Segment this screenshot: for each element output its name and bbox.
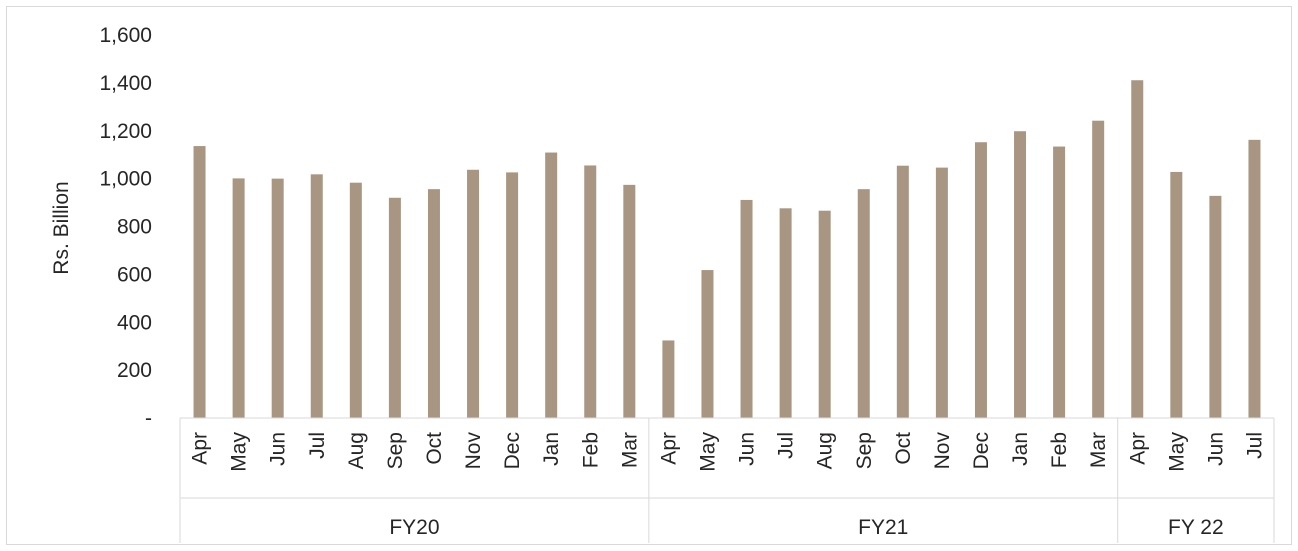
bar — [896, 165, 909, 418]
y-tick-label: 1,000 — [99, 168, 152, 191]
bar — [467, 169, 480, 418]
bar — [779, 208, 792, 418]
x-tick-label: Oct — [423, 432, 446, 465]
x-tick-label: Jun — [736, 432, 759, 466]
bar — [623, 184, 636, 418]
group-label: FY20 — [389, 516, 439, 539]
bar — [545, 152, 558, 418]
x-tick-label: Apr — [657, 432, 680, 465]
x-tick-label: Jul — [775, 432, 798, 459]
bar — [506, 172, 519, 418]
x-tick-label: Jul — [306, 432, 329, 459]
x-tick-label: Jul — [1243, 432, 1266, 459]
y-tick-label: 600 — [117, 263, 152, 286]
x-tick-label: Mar — [618, 432, 641, 468]
bar — [701, 270, 714, 418]
x-tick-label: Jan — [1009, 432, 1032, 466]
bar — [1092, 120, 1105, 418]
bar — [1170, 171, 1183, 418]
x-tick-label: Oct — [892, 432, 915, 465]
y-tick-label: 1,600 — [99, 24, 152, 47]
bar — [388, 197, 401, 418]
bar — [857, 189, 870, 418]
x-axis: Apr May Jun Jul Aug Sep Oct Nov Dec Jan Feb Mar Apr M… — [179, 417, 1275, 543]
bar — [1209, 195, 1222, 418]
y-axis-label: Rs. Billion — [50, 181, 73, 274]
bar — [662, 340, 675, 418]
bar — [584, 165, 597, 418]
x-tick-label: Sep — [853, 432, 876, 469]
x-tick-label: Nov — [931, 432, 954, 470]
bar — [427, 189, 440, 418]
group-label: FY 22 — [1168, 516, 1224, 539]
x-tick-label: May — [228, 432, 251, 472]
bar — [232, 178, 245, 418]
bar — [271, 178, 284, 418]
bar — [974, 142, 987, 419]
bars — [193, 80, 1261, 419]
x-tick-label: Jan — [540, 432, 563, 466]
x-tick-label: Jun — [267, 432, 290, 466]
x-tick-label: Apr — [1126, 432, 1149, 465]
x-tick-label: Feb — [1048, 432, 1071, 468]
y-tick-label: 1,400 — [99, 72, 152, 95]
group-label: FY21 — [858, 516, 908, 539]
bar — [1053, 146, 1066, 418]
y-tick-label: 800 — [117, 216, 152, 239]
x-tick-label: Jun — [1204, 432, 1227, 466]
bar — [818, 210, 831, 418]
x-tick-label: May — [1165, 432, 1188, 472]
bar — [310, 174, 323, 418]
bar — [349, 182, 362, 418]
bar — [740, 199, 753, 418]
bar — [193, 146, 206, 418]
x-tick-label: Mar — [1087, 432, 1110, 468]
x-tick-label: May — [696, 432, 719, 472]
bar — [1014, 131, 1027, 418]
x-tick-label: Apr — [189, 432, 212, 465]
x-tick-label: Nov — [462, 432, 485, 470]
x-tick-label: Aug — [345, 432, 368, 469]
x-tick-label: Dec — [970, 432, 993, 469]
x-tick-label: Dec — [501, 432, 524, 469]
bar — [1131, 80, 1144, 418]
x-tick-label: Aug — [814, 432, 837, 469]
y-tick-label: 1,200 — [99, 120, 152, 143]
x-tick-label: Sep — [384, 432, 407, 469]
y-tick-label: 400 — [117, 311, 152, 334]
y-tick-label: 200 — [117, 359, 152, 382]
y-tick-label: - — [145, 407, 152, 430]
bar — [935, 167, 948, 418]
y-axis-ticks: - 200 400 600 800 1,000 1,200 1,400 1,600 — [99, 24, 152, 430]
x-tick-label: Feb — [579, 432, 602, 468]
bar — [1248, 139, 1261, 418]
